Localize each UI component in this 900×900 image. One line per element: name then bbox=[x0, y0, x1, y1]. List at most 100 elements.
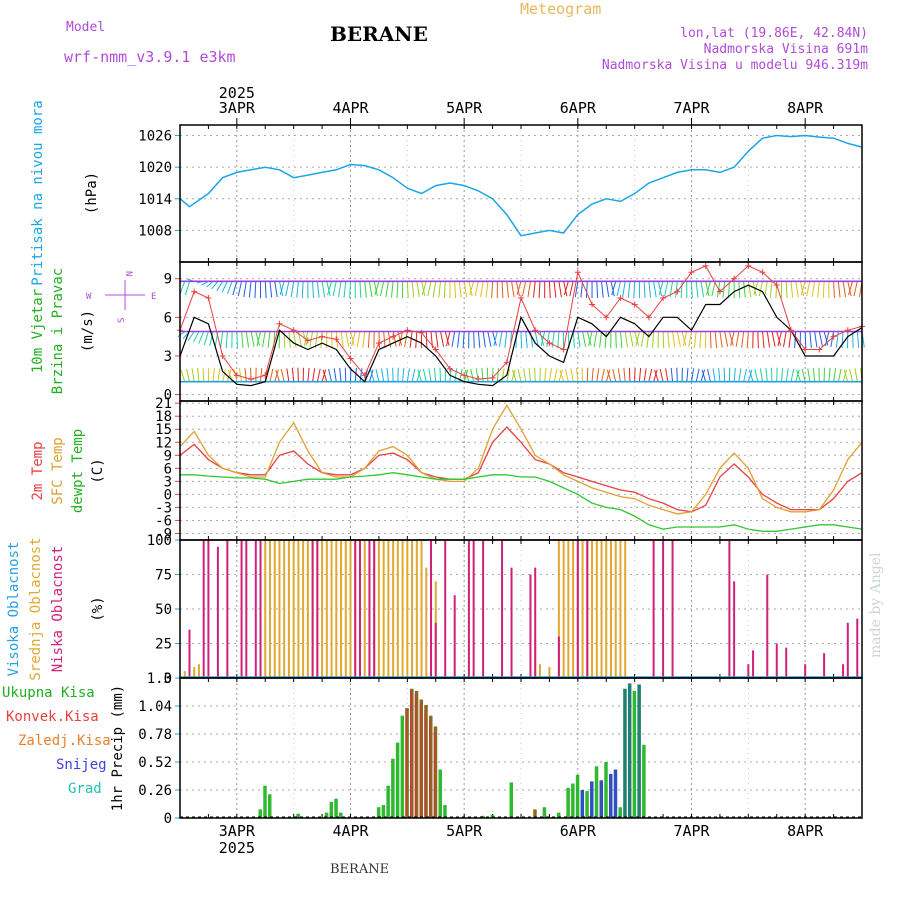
wind-barb bbox=[473, 331, 475, 349]
wind-gust-marker bbox=[290, 327, 297, 334]
wind-barb bbox=[385, 281, 389, 298]
compass-n: N bbox=[123, 271, 133, 276]
wind-barb bbox=[211, 280, 219, 290]
wind-barb bbox=[216, 281, 224, 291]
wind-barb bbox=[785, 281, 788, 299]
wind-barb bbox=[511, 369, 516, 382]
wind-barb bbox=[369, 369, 375, 382]
wind-barb bbox=[512, 369, 517, 382]
wind-barb bbox=[321, 281, 326, 298]
wind-barb bbox=[254, 281, 257, 299]
wind-axis-title-1: 10m Vjetar bbox=[30, 289, 46, 373]
wind-barb bbox=[622, 281, 626, 298]
precip-convective-bar bbox=[429, 721, 431, 818]
wind-barb bbox=[469, 281, 475, 296]
wind-gust-marker bbox=[688, 269, 695, 276]
precip-bar bbox=[594, 766, 599, 818]
wind-barb bbox=[553, 281, 557, 298]
wind-barb bbox=[260, 367, 263, 382]
y-tick-label: 0 bbox=[164, 671, 172, 687]
wind-barb bbox=[664, 281, 669, 297]
wind-barb bbox=[693, 331, 697, 348]
wind-barb bbox=[236, 331, 238, 349]
wind-barb bbox=[842, 281, 847, 298]
wind-barb bbox=[326, 281, 331, 297]
precip-bar bbox=[433, 726, 438, 818]
wind-barb bbox=[415, 331, 418, 349]
y-tick-label: 21 bbox=[155, 396, 172, 412]
wind-axis-title-2: Brzina i Pravac bbox=[50, 268, 66, 394]
precip-bar bbox=[258, 809, 263, 818]
wind-barb bbox=[675, 281, 678, 298]
wind-barb bbox=[653, 369, 658, 382]
wind-gust-marker bbox=[660, 295, 667, 302]
wind-barb bbox=[285, 281, 290, 297]
precip-bar bbox=[296, 813, 300, 818]
y-tick-label: 1014 bbox=[138, 192, 172, 208]
precip-bar bbox=[623, 688, 627, 818]
y-tick-label: 0.52 bbox=[138, 755, 172, 771]
wind-barb bbox=[743, 368, 747, 382]
x-label-bottom: 6APR bbox=[560, 822, 597, 840]
wind-barb bbox=[496, 367, 500, 382]
x-label-top: 4APR bbox=[332, 99, 369, 117]
wind-barb bbox=[482, 331, 486, 348]
wind-barb bbox=[226, 369, 232, 382]
wind-barb bbox=[327, 281, 333, 296]
y-tick-label: 1.04 bbox=[138, 699, 172, 715]
wind-barb bbox=[563, 281, 568, 297]
compass-e: E bbox=[151, 292, 156, 302]
wind-barb bbox=[432, 281, 437, 298]
wind-gust-marker bbox=[645, 314, 652, 321]
wind-barb bbox=[570, 368, 574, 382]
wind-barb bbox=[548, 281, 551, 299]
wind-barb bbox=[582, 331, 587, 347]
wind-barb bbox=[800, 281, 806, 296]
precip-bar bbox=[566, 787, 570, 818]
wind-barb bbox=[777, 331, 782, 347]
precip-bar bbox=[608, 773, 613, 818]
wind-gust-marker bbox=[347, 355, 354, 362]
wind-barb bbox=[529, 331, 534, 348]
precip-bar bbox=[429, 715, 433, 818]
wind-barb bbox=[691, 281, 693, 299]
wind-barb bbox=[386, 367, 389, 382]
precip-legend-2: Zaledj.Kisa bbox=[18, 733, 111, 749]
wind-barb bbox=[601, 368, 605, 382]
wind-gust-marker bbox=[276, 320, 283, 327]
x-label-bottom: 5APR bbox=[446, 822, 483, 840]
wind-barb bbox=[553, 368, 558, 382]
wind-barb bbox=[506, 368, 511, 382]
wind-gust-marker bbox=[802, 346, 809, 353]
wind-barb bbox=[586, 331, 592, 346]
y-tick-label: 18 bbox=[155, 409, 172, 425]
temp-axis-title-sfc: SFC Temp bbox=[50, 437, 66, 504]
wind-barb bbox=[657, 281, 663, 297]
wind-barb bbox=[771, 331, 776, 347]
wind-barb bbox=[274, 281, 278, 298]
wind-barb bbox=[193, 331, 200, 343]
wind-barb bbox=[604, 331, 607, 349]
wind-barb bbox=[481, 367, 484, 382]
wind-barb bbox=[443, 281, 446, 299]
wind-barb bbox=[428, 368, 432, 382]
wind-barb bbox=[648, 368, 653, 382]
wind-barb bbox=[659, 368, 664, 382]
wind-barb bbox=[367, 331, 370, 349]
wind-barb bbox=[563, 281, 569, 296]
wind-barb bbox=[406, 368, 410, 382]
wind-barb bbox=[177, 331, 186, 338]
wind-barb bbox=[221, 281, 228, 293]
precip-bar bbox=[580, 790, 585, 818]
wind-barb bbox=[474, 281, 479, 297]
precip-bar bbox=[533, 809, 537, 818]
y-tick-label: 0 bbox=[164, 811, 172, 827]
wind-barb bbox=[492, 331, 497, 346]
wind-barb bbox=[501, 281, 504, 299]
wind-barb bbox=[197, 367, 200, 382]
wind-barb bbox=[267, 331, 271, 348]
y-tick-label: 6 bbox=[164, 310, 172, 326]
precip-bar bbox=[395, 742, 400, 818]
wind-barb bbox=[417, 369, 423, 382]
wind-barb bbox=[634, 331, 639, 346]
